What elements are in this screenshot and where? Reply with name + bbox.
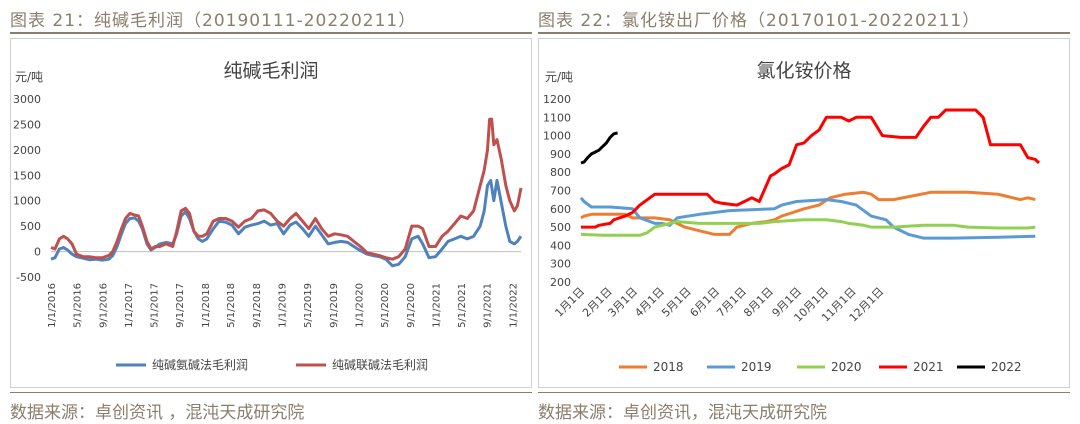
right-chart-panel: 氯化铵价格 元/吨 200 300 400 500 600 700 800 900 1000 1100…	[538, 38, 1070, 388]
x-tick-label: 5/1/2016	[72, 283, 83, 328]
x-tick-label: 5/1/2021	[457, 283, 468, 328]
series-line-2021	[581, 108, 1041, 229]
left-figure-title: 图表 21：纯碱毛利润（20190111-20220211）	[10, 11, 417, 31]
right-source: 数据来源：卓创资讯，混沌天成研究院	[538, 403, 827, 423]
y-tick-label: 700	[550, 185, 571, 198]
y-tick-label: 3000	[13, 93, 41, 106]
x-tick-label: 1/1/2022	[508, 283, 519, 328]
y-tick-label: 1200	[543, 93, 571, 106]
legend-label: 纯碱氨碱法毛利润	[152, 358, 248, 372]
series-line-joint-soda	[50, 117, 523, 261]
y-tick-label: 900	[550, 148, 571, 161]
legend-label: 纯碱联碱法毛利润	[332, 358, 428, 372]
y-axis-label: 元/吨	[15, 70, 43, 84]
x-tick-label: 1/1/2020	[355, 283, 366, 328]
left-source-rule	[10, 392, 532, 393]
legend-label: 2018	[653, 360, 684, 374]
x-tick-label: 1/1/2016	[47, 283, 58, 328]
x-tick-label: 5/1/2019	[303, 283, 314, 328]
x-tick-label: 9/1/2019	[329, 283, 340, 328]
y-tick-label: 1000	[543, 130, 571, 143]
x-tick-label: 5/1/2020	[380, 283, 391, 328]
x-tick-label: 1/1/2017	[124, 283, 135, 328]
x-tick-label: 5月1日	[659, 285, 694, 320]
x-tick-label: 1/1/2018	[201, 283, 212, 328]
legend-label: 2019	[741, 360, 772, 374]
right-source-rule	[538, 392, 1070, 393]
y-tick-label: 500	[550, 221, 571, 234]
y-axis-label: 元/吨	[545, 70, 573, 84]
y-tick-label: 300	[550, 258, 571, 271]
series-line-ammonia-soda	[50, 178, 523, 268]
left-source: 数据来源：卓创资讯 ，混沌天成研究院	[10, 403, 305, 423]
x-tick-label: 1月1日	[552, 285, 587, 320]
x-tick-label: 1/1/2019	[278, 283, 289, 328]
x-tick-label: 5/1/2017	[149, 283, 160, 328]
series-line-2020	[580, 218, 1036, 237]
x-tick-label: 9/1/2021	[483, 283, 494, 328]
profit-chart: 纯碱毛利润 元/吨 -500 0 500 1000 1500 2000 2500 3000 1/1/…	[13, 60, 523, 372]
y-tick-label: 600	[550, 203, 571, 216]
y-tick-label: 0	[34, 246, 41, 259]
x-tick-label: 9/1/2016	[98, 283, 109, 328]
y-tick-label: 2500	[13, 118, 41, 131]
chart-title: 纯碱毛利润	[223, 60, 318, 82]
x-tick-label: 5/1/2018	[226, 283, 237, 328]
legend-label: 2022	[991, 360, 1022, 374]
y-tick-label: 800	[550, 166, 571, 179]
series-line-2018	[580, 190, 1036, 236]
x-tick-label: 9/1/2017	[175, 283, 186, 328]
y-tick-label: 400	[550, 239, 571, 252]
y-tick-label: 1100	[543, 111, 571, 124]
left-chart-panel: 纯碱毛利润 元/吨 -500 0 500 1000 1500 2000 2500 3000 1/1/…	[10, 38, 532, 388]
y-tick-label: 1000	[13, 195, 41, 208]
series-line-2022	[580, 131, 618, 165]
left-title-rule	[10, 32, 532, 34]
legend-label: 2020	[831, 360, 862, 374]
y-tick-label: 500	[20, 220, 41, 233]
right-figure-title: 图表 22：氯化铵出厂价格（20170101-20220211）	[538, 11, 981, 31]
x-tick-label: 9/1/2018	[252, 283, 263, 328]
x-tick-label: 8月1日	[741, 285, 776, 320]
y-tick-label: 1500	[13, 169, 41, 182]
x-tick-label: 7月1日	[714, 285, 749, 320]
y-tick-label: 2000	[13, 144, 41, 157]
ammonium-chloride-price-chart: 氯化铵价格 元/吨 200 300 400 500 600 700 800 900 1000 1100…	[543, 60, 1041, 374]
y-tick-label: -500	[16, 271, 41, 284]
y-tick-label: 200	[550, 276, 571, 289]
chart-title: 氯化铵价格	[756, 60, 851, 82]
right-title-rule	[538, 32, 1070, 34]
series-line-2019	[579, 196, 1036, 240]
legend-label: 2021	[913, 360, 944, 374]
x-tick-label: 9/1/2020	[406, 283, 417, 328]
x-tick-label: 1/1/2021	[432, 283, 443, 328]
